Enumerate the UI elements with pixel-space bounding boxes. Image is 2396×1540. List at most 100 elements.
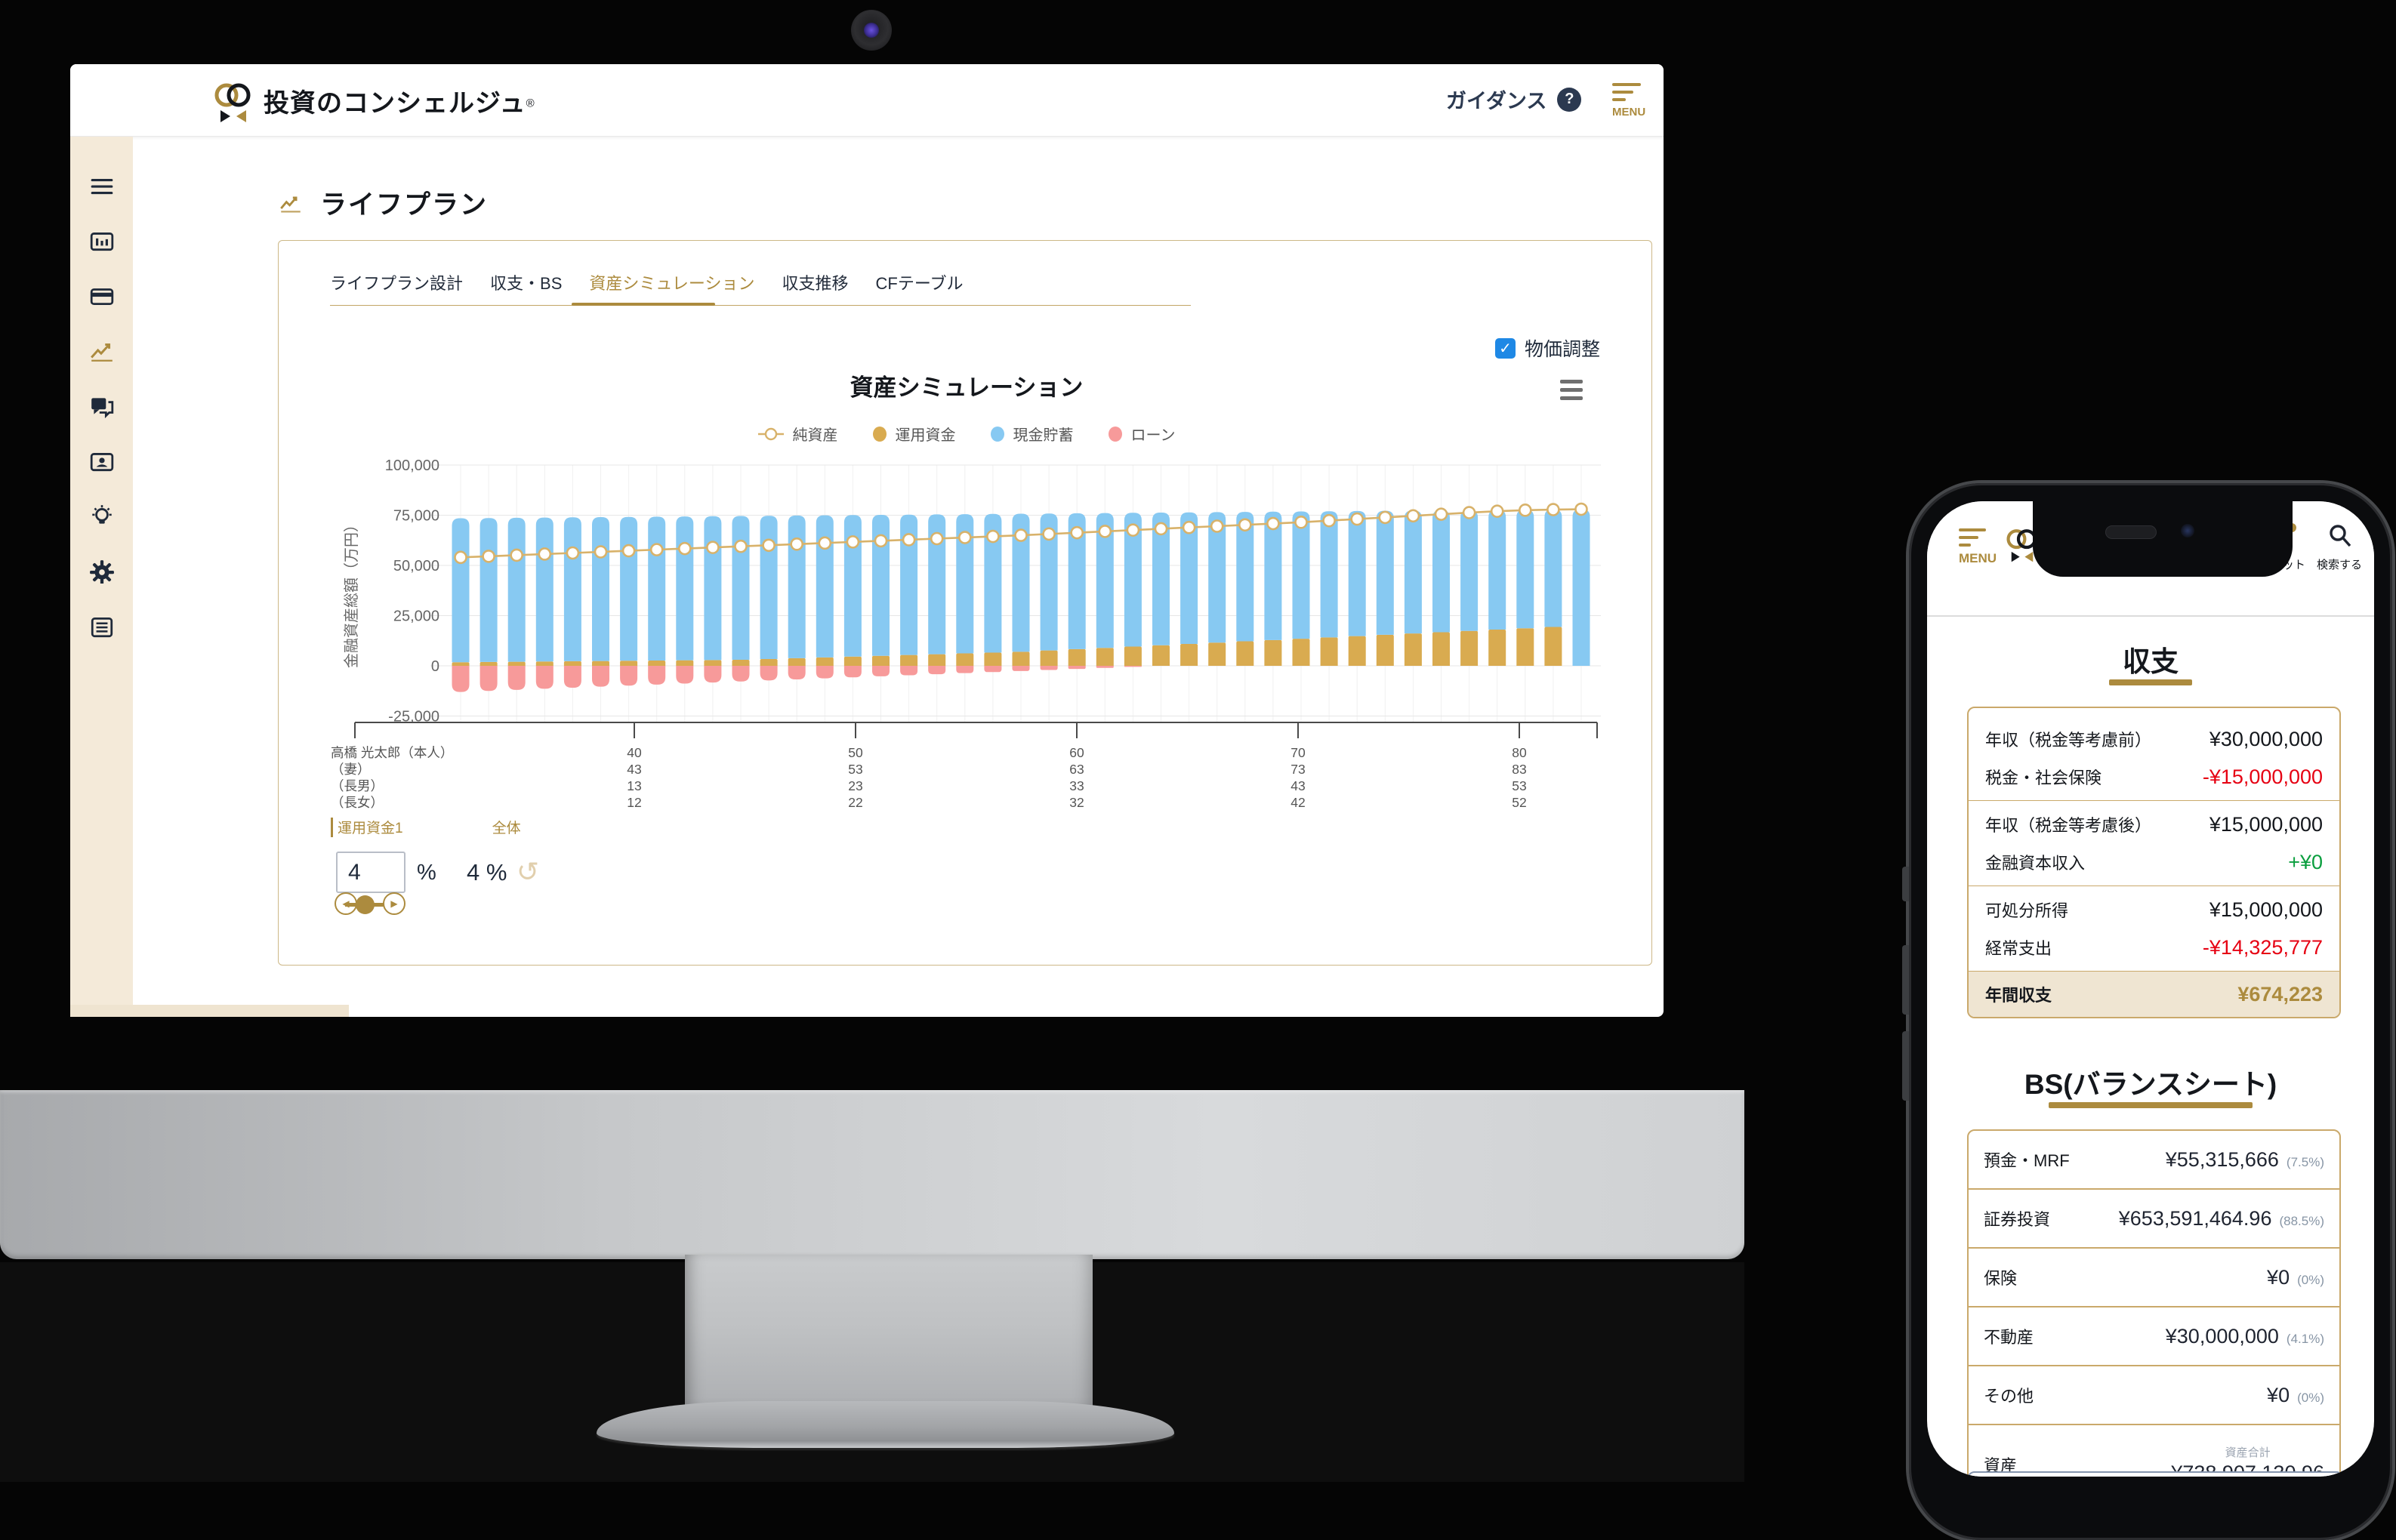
sidebar <box>70 137 133 1005</box>
svg-text:60: 60 <box>1069 745 1084 760</box>
sidebar-item-trend[interactable] <box>85 334 119 368</box>
svg-text:83: 83 <box>1512 762 1526 777</box>
svg-text:42: 42 <box>1291 795 1305 810</box>
bs-row: 証券投資 ¥653,591,464.96 (88.5%) <box>1969 1190 2339 1249</box>
svg-text:0: 0 <box>431 658 439 675</box>
svg-text:23: 23 <box>848 778 862 793</box>
sidebar-item-news[interactable] <box>85 609 119 643</box>
rate-slider[interactable]: ◀ ▶ <box>335 892 410 918</box>
svg-text:-25,000: -25,000 <box>388 709 439 725</box>
svg-text:12: 12 <box>627 795 641 810</box>
app-logo[interactable]: 投資のコンシェルジュ® <box>214 78 535 123</box>
legend-item-2[interactable]: 現金貯蓄 <box>990 423 1074 445</box>
sidebar-item-card[interactable] <box>85 279 119 313</box>
svg-text:13: 13 <box>627 778 641 793</box>
smartphone: MENU 投資のコンシェルジュ チャット <box>1902 483 2392 1540</box>
menu-button[interactable]: MENU <box>1612 83 1657 119</box>
svg-text:32: 32 <box>1069 795 1084 810</box>
bs-title-underline <box>2049 1102 2253 1108</box>
app-header <box>70 64 1664 137</box>
chart-legend: 純資産 運用資金 現金貯蓄 ローン <box>325 423 1608 445</box>
monitor-stand-foot <box>597 1401 1174 1448</box>
phone-front-camera <box>2181 524 2194 537</box>
sidebar-item-menu[interactable] <box>85 168 119 202</box>
window-bottom-strip <box>70 1005 349 1017</box>
income-total-row: 年間収支 ¥674,223 <box>1969 971 2339 1017</box>
asset-simulation-chart: 100,000 75,000 50,000 25,000 0 -25,000 金融資産総額（… <box>325 449 1631 812</box>
tab-2[interactable]: 資産シミュレーション <box>589 274 755 293</box>
tab-bar: ライフプラン設計 収支・BS 資産シミュレーション 収支推移 CFテーブル <box>330 270 964 308</box>
idea-icon <box>91 504 112 524</box>
chat-icon <box>91 397 113 418</box>
tab-3[interactable]: 収支推移 <box>782 274 849 293</box>
svg-text:50,000: 50,000 <box>393 558 439 574</box>
fund-tab-bar: 運用資金1 全体 <box>331 817 521 837</box>
tab-underline-active <box>572 303 715 306</box>
sidebar-item-settings[interactable] <box>85 554 119 588</box>
guidance-button[interactable]: ガイダンス ? <box>1446 85 1582 114</box>
price-adjust-checkbox[interactable]: ✓ <box>1495 337 1516 359</box>
tab-overall[interactable]: 全体 <box>492 821 521 836</box>
svg-text:53: 53 <box>1512 778 1526 793</box>
overall-rate-value: 4 % <box>467 859 507 886</box>
income-title-underline <box>2109 679 2192 685</box>
svg-text:22: 22 <box>848 795 862 810</box>
tab-0[interactable]: ライフプラン設計 <box>330 274 464 293</box>
svg-text:63: 63 <box>1069 762 1084 777</box>
help-icon[interactable]: ? <box>1557 87 1582 112</box>
menu-icon <box>91 178 113 194</box>
income-row: 税金・社会保険 -¥15,000,000 <box>1985 765 2323 788</box>
phone-volume-up-button <box>1902 945 1909 1015</box>
svg-text:金融資産総額（万円）: 金融資産総額（万円） <box>343 517 360 668</box>
svg-text:53: 53 <box>848 762 862 777</box>
income-row: 可処分所得 ¥15,000,000 <box>1985 898 2323 921</box>
phone-speaker <box>2105 525 2157 539</box>
sidebar-item-chat[interactable] <box>85 389 119 423</box>
bs-row: その他 ¥0 (0%) <box>1969 1366 2339 1425</box>
sidebar-item-idea[interactable] <box>85 499 119 533</box>
sidebar-item-contact[interactable] <box>85 444 119 478</box>
imac-camera-lens <box>864 23 879 38</box>
menu-label: MENU <box>1612 106 1646 119</box>
svg-text:43: 43 <box>1291 778 1305 793</box>
svg-text:75,000: 75,000 <box>393 508 439 525</box>
news-icon <box>91 617 113 637</box>
brand-logo-icon <box>214 83 251 122</box>
legend-item-0[interactable]: 純資産 <box>757 423 838 445</box>
bs-total-row: 資産 資産合計 ¥738,907,130.96 <box>1969 1425 2339 1477</box>
tab-4[interactable]: CFテーブル <box>875 274 964 293</box>
tab-1[interactable]: 収支・BS <box>490 274 563 293</box>
svg-text:33: 33 <box>1069 778 1084 793</box>
svg-text:（長女）: （長女） <box>331 795 384 810</box>
svg-text:73: 73 <box>1291 762 1305 777</box>
slider-thumb[interactable] <box>356 895 375 914</box>
sidebar-item-dashboard[interactable] <box>85 223 119 257</box>
phone-menu-button[interactable]: MENU <box>1959 528 1997 566</box>
tab-fund1[interactable]: 運用資金1 <box>331 817 403 837</box>
income-row: 年収（税金等考慮後） ¥15,000,000 <box>1985 812 2323 836</box>
svg-text:52: 52 <box>1512 795 1526 810</box>
tab-underline <box>330 305 1191 306</box>
monitor-chin <box>0 1090 1744 1259</box>
income-card: 年収（税金等考慮前） ¥30,000,000 税金・社会保険 -¥15,000,… <box>1967 707 2341 1018</box>
svg-text:50: 50 <box>848 745 863 760</box>
legend-item-3[interactable]: ローン <box>1108 423 1176 445</box>
chart-context-menu-icon[interactable] <box>1560 380 1583 400</box>
phone-search-button[interactable]: 検索する <box>2311 522 2368 572</box>
chart-title: 資産シミュレーション <box>850 374 1084 401</box>
slider-increment-button[interactable]: ▶ <box>383 892 406 915</box>
bs-total-sublabel: 資産合計 <box>2225 1446 2271 1459</box>
page-title: ライフプラン <box>320 190 489 220</box>
price-adjust-toggle[interactable]: ✓ 物価調整 <box>1495 334 1600 362</box>
phone-notch <box>2033 501 2293 577</box>
rate-unit-label: % <box>417 861 436 885</box>
monitor-stand-neck <box>685 1255 1093 1406</box>
page-title-row: ライフプラン <box>278 183 488 222</box>
fund-rate-input[interactable] <box>336 852 406 893</box>
svg-text:25,000: 25,000 <box>393 608 439 625</box>
undo-icon[interactable]: ↺ <box>517 856 540 887</box>
phone-brand-logo-icon <box>2006 529 2037 562</box>
menu-lines-icon <box>1612 83 1641 86</box>
svg-text:100,000: 100,000 <box>385 457 439 474</box>
legend-item-1[interactable]: 運用資金 <box>872 423 956 445</box>
